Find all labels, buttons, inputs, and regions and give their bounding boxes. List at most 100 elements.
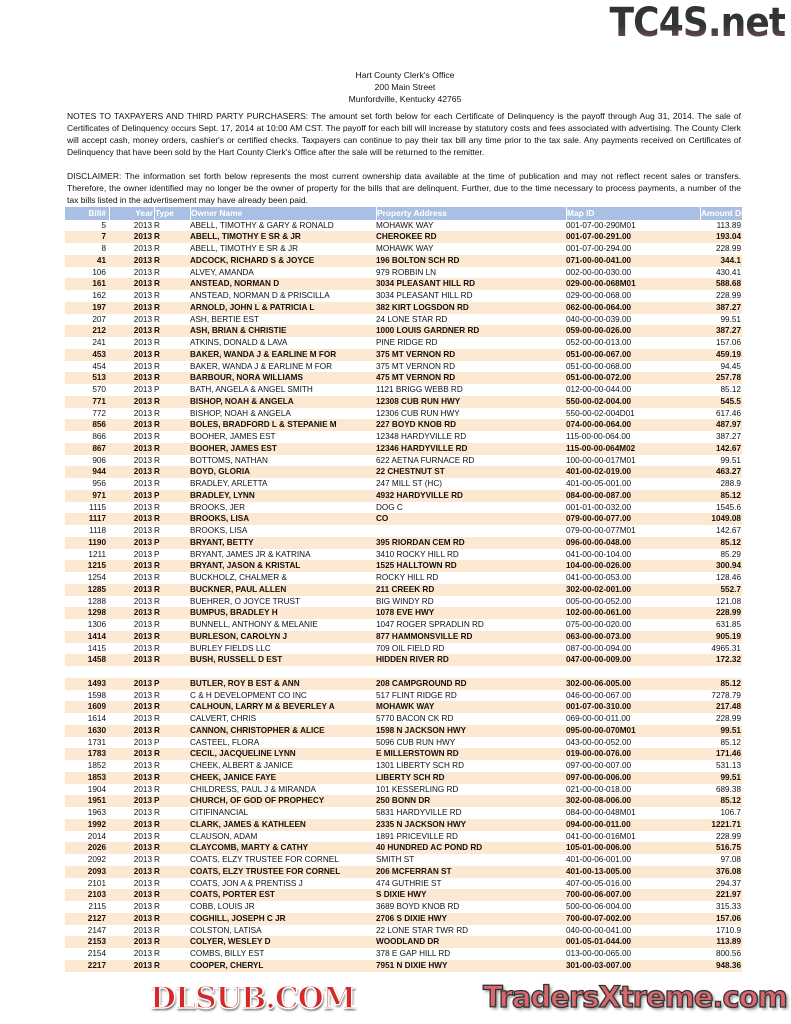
cell-owner-name: COATS, PORTER EST xyxy=(190,890,275,900)
cell-amount-due: 228.99 xyxy=(715,608,741,618)
cell-amount-due: 905.19 xyxy=(715,631,741,641)
cell-map-id: 051-00-00-072.00 xyxy=(566,373,632,383)
cell-property-address: CO xyxy=(376,514,389,524)
cell-amount-due: 7278.79 xyxy=(711,690,741,700)
cell-bill-number: 2147 xyxy=(87,925,106,935)
cell-amount-due: 85.12 xyxy=(720,490,742,500)
cell-type: R xyxy=(154,843,160,853)
cell-owner-name: BUSH, RUSSELL D EST xyxy=(190,655,283,665)
cell-property-address: BIG WINDY RD xyxy=(376,596,434,606)
table-row: 212 2013 R ASH, BRIAN & CHRISTIE 1000 LOUIS … xyxy=(65,325,742,337)
cell-year: 2013 xyxy=(133,819,152,829)
cell-type: R xyxy=(154,373,160,383)
cell-owner-name: COBB, LOUIS JR xyxy=(190,902,255,911)
cell-year: 2013 xyxy=(133,949,152,958)
table-row: 106 2013 R ALVEY, AMANDA 979 ROBBIN LN 002-00… xyxy=(65,267,742,279)
cell-owner-name: ANSTEAD, NORMAN D xyxy=(190,279,280,289)
cell-type: R xyxy=(154,808,160,817)
cell-owner-name: BOTTOMS, NATHAN xyxy=(190,455,268,465)
cell-map-id: 550-00-02-004.00 xyxy=(566,396,632,406)
cell-amount-due: 1545.6 xyxy=(715,502,741,512)
cell-owner-name: BROOKS, JER xyxy=(190,502,246,512)
cell-map-id: 021-00-00-018.00 xyxy=(566,784,632,794)
cell-year: 2013 xyxy=(133,432,152,441)
table-row: 2026 2013 R CLAYCOMB, MARTY & CATHY 40 HUNDR… xyxy=(65,842,742,854)
table-body: 5 2013 R ABELL, TIMOTHY & GARY & RONALD MOHA… xyxy=(65,220,742,972)
cell-bill-number: 513 xyxy=(92,373,106,383)
notes-paragraph: NOTES TO TAXPAYERS AND THIRD PARTY PURCH… xyxy=(67,111,741,157)
cell-type: R xyxy=(154,338,160,347)
cell-owner-name: BRYANT, JAMES JR & KATRINA xyxy=(190,549,311,559)
cell-year: 2013 xyxy=(133,584,152,594)
cell-bill-number: 1415 xyxy=(87,643,106,653)
cell-year: 2013 xyxy=(133,279,152,289)
cell-owner-name: BRYANT, JASON & KRISTAL xyxy=(190,561,301,571)
cell-type: R xyxy=(154,267,160,277)
table-row: 162 2013 R ANSTEAD, NORMAN D & PRISCILLA 303… xyxy=(65,290,742,302)
table-row: 1731 2013 P CASTEEL, FLORA 5096 CUB RUN HWY 0… xyxy=(65,737,742,749)
cell-amount-due: 99.51 xyxy=(720,772,742,782)
cell-bill-number: 772 xyxy=(92,408,106,418)
cell-bill-number: 1731 xyxy=(87,737,106,747)
table-row: 41 2013 R ADCOCK, RICHARD S & JOYCE 196 BOLT… xyxy=(65,254,742,267)
cell-amount-due: 99.51 xyxy=(720,455,742,465)
table-row: 5 2013 R ABELL, TIMOTHY & GARY & RONALD MOHA… xyxy=(65,220,742,232)
cell-property-address: 24 LONE STAR RD xyxy=(376,314,448,324)
cell-map-id: 079-00-00-077M01 xyxy=(566,526,636,535)
cell-type: R xyxy=(154,220,160,230)
table-row: 2154 2013 R COMBS, BILLY EST 378 E GAP HILL … xyxy=(65,948,742,960)
cell-owner-name: BAKER, WANDA J & EARLINE M FOR xyxy=(190,349,337,359)
cell-bill-number: 944 xyxy=(92,467,106,477)
cell-map-id: 041-00-00-104.00 xyxy=(566,549,632,559)
cell-owner-name: COGHILL, JOSEPH C JR xyxy=(190,913,286,923)
cell-map-id: 019-00-00-076.00 xyxy=(566,749,632,759)
cell-owner-name: BUMPUS, BRADLEY H xyxy=(190,608,278,618)
table-row: 1904 2013 R CHILDRESS, PAUL J & MIRANDA 101 … xyxy=(65,784,742,796)
cell-owner-name: BRADLEY, ARLETTA xyxy=(190,479,268,488)
cell-property-address: 12306 CUB RUN HWY xyxy=(376,408,460,418)
cell-year: 2013 xyxy=(133,349,152,359)
cell-owner-name: COATS, ELZY TRUSTEE FOR CORNEL xyxy=(190,855,339,864)
cell-type: R xyxy=(154,855,160,864)
cell-year: 2013 xyxy=(133,631,152,641)
table-row: 1853 2013 R CHEEK, JANICE FAYE LIBERTY SCH R… xyxy=(65,771,742,784)
cell-type: R xyxy=(154,467,160,477)
table-row: 1414 2013 R BURLESON, CAROLYN J 877 HAMMONSV… xyxy=(65,630,742,643)
cell-amount-due: 157.06 xyxy=(715,913,741,923)
cell-year: 2013 xyxy=(133,714,152,723)
cell-bill-number: 453 xyxy=(92,349,106,359)
cell-type: R xyxy=(154,314,160,324)
cell-map-id: 095-00-00-070M01 xyxy=(566,725,636,735)
table-row: 2217 2013 R COOPER, CHERYL 7951 N DIXIE HWY 3… xyxy=(65,959,742,972)
table-row: 1117 2013 R BROOKS, LISA CO 079-00-00-077.00 1… xyxy=(65,513,742,525)
cell-type: R xyxy=(154,326,160,336)
cell-bill-number: 1630 xyxy=(87,725,106,735)
cell-year: 2013 xyxy=(133,267,152,277)
cell-year: 2013 xyxy=(133,526,152,535)
cell-owner-name: BARBOUR, NORA WILLIAMS xyxy=(190,373,303,383)
table-row: 197 2013 R ARNOLD, JOHN L & PATRICIA L 382 K… xyxy=(65,301,742,314)
table-row: 1630 2013 R CANNON, CHRISTOPHER & ALICE 1598… xyxy=(65,724,742,737)
office-city: Munfordville, Kentucky 42765 xyxy=(348,94,462,104)
cell-owner-name: BRYANT, BETTY xyxy=(190,537,254,547)
cell-type: R xyxy=(154,702,160,712)
cell-map-id: 401-00-02-019.00 xyxy=(566,467,632,477)
col-owner: Owner Name xyxy=(190,207,374,220)
table-row: 2153 2013 R COLYER, WESLEY D WOODLAND DR 001-… xyxy=(65,936,742,948)
cell-type: R xyxy=(154,255,160,265)
cell-bill-number: 2127 xyxy=(87,913,106,923)
cell-year: 2013 xyxy=(133,573,152,582)
cell-year: 2013 xyxy=(133,467,152,477)
table-row: 906 2013 R BOTTOMS, NATHAN 622 AETNA FURNACE… xyxy=(65,455,742,467)
table-row: 1211 2013 P BRYANT, JAMES JR & KATRINA 3410 … xyxy=(65,549,742,561)
cell-type: R xyxy=(154,526,160,535)
cell-amount-due: 800.56 xyxy=(715,949,741,958)
cell-year: 2013 xyxy=(133,361,152,371)
cell-amount-due: 4965.31 xyxy=(711,643,741,653)
cell-property-address: 375 MT VERNON RD xyxy=(376,349,456,359)
cell-year: 2013 xyxy=(133,878,152,888)
cell-type: R xyxy=(154,514,160,524)
delinquency-table: Bill# Year Type Owner Name Property Addr… xyxy=(65,207,742,972)
table-row: 1783 2013 R CECIL, JACQUELINE LYNN E MILLERS… xyxy=(65,748,742,760)
cell-year: 2013 xyxy=(133,843,152,853)
